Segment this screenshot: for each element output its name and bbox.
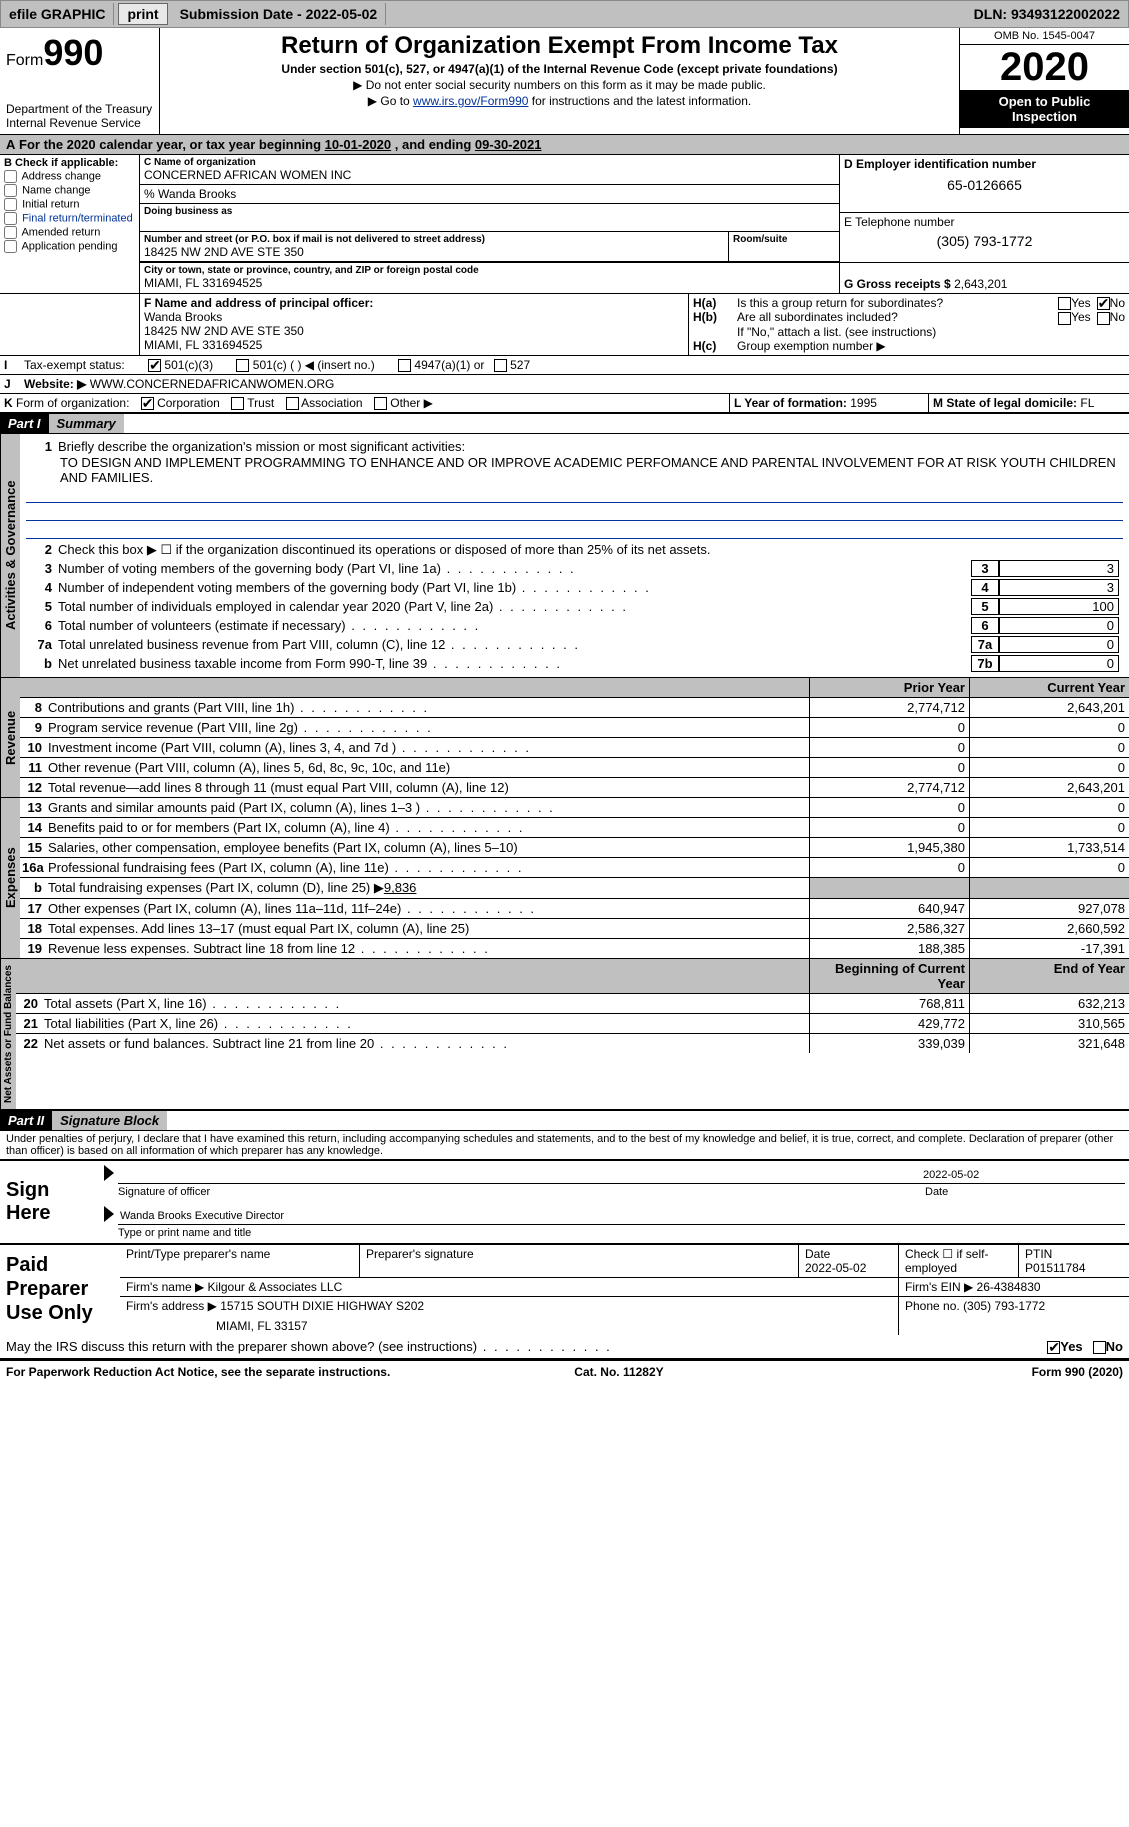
officer-printed-name: Wanda Brooks Executive Director [118,1208,1125,1225]
chk-final-return[interactable]: Final return/terminated [4,212,135,225]
goto-note: ▶ Go to www.irs.gov/Form990 for instruct… [166,94,953,108]
paid-preparer-block: Paid Preparer Use Only Print/Type prepar… [0,1243,1129,1335]
expenses-section: Expenses 13Grants and similar amounts pa… [0,797,1129,958]
sign-here-block: Sign Here 2022-05-02 Signature of office… [0,1159,1129,1243]
chk-amended[interactable]: Amended return [4,226,135,239]
org-name: CONCERNED AFRICAN WOMEN INC [144,168,835,182]
revenue-section: Revenue Prior YearCurrent Year 8Contribu… [0,678,1129,797]
officer-group-row: F Name and address of principal officer:… [0,294,1129,356]
arrow-icon [104,1165,114,1181]
page-footer: For Paperwork Reduction Act Notice, see … [0,1359,1129,1383]
chk-name-change[interactable]: Name change [4,184,135,197]
gov-section: Activities & Governance 1Briefly describ… [0,434,1129,678]
print-button[interactable]: print [118,3,167,25]
ptin: P01511784 [1025,1261,1086,1275]
officer-name: Wanda Brooks [144,310,222,324]
discuss-row: May the IRS discuss this return with the… [0,1335,1129,1359]
omb-number: OMB No. 1545-0047 [960,28,1129,45]
part1-header: Part ISummary [0,413,1129,434]
city-state-zip: MIAMI, FL 331694525 [144,276,835,290]
top-toolbar: efile GRAPHIC print Submission Date - 20… [0,0,1129,28]
entity-block: B Check if applicable: Address change Na… [0,155,1129,294]
chk-501c[interactable]: 501(c) ( ) ◀ (insert no.) [236,358,374,372]
right-info-col: D Employer identification number 65-0126… [839,155,1129,293]
tax-period-row: A For the 2020 calendar year, or tax yea… [0,135,1129,155]
irs-label: Internal Revenue Service [6,116,153,130]
firm-name: Kilgour & Associates LLC [208,1280,343,1294]
form-subtitle: Under section 501(c), 527, or 4947(a)(1)… [166,62,953,76]
chk-other[interactable]: Other ▶ [374,396,433,410]
hb-no[interactable]: No [1097,310,1125,324]
phone: (305) 793-1772 [844,233,1125,249]
street-address: 18425 NW 2ND AVE STE 350 [144,245,724,259]
chk-address-change[interactable]: Address change [4,170,135,183]
care-of: % Wanda Brooks [140,185,839,204]
open-inspection: Open to PublicInspection [960,90,1129,128]
tax-exempt-row: I Tax-exempt status: 501(c)(3) 501(c) ( … [0,356,1129,375]
discuss-no[interactable]: No [1093,1339,1123,1354]
chk-application-pending[interactable]: Application pending [4,240,135,253]
arrow-icon [104,1206,114,1222]
chk-assoc[interactable]: Association [286,396,363,410]
form-header: Form990 Department of the Treasury Inter… [0,28,1129,135]
ha-no[interactable]: No [1097,296,1125,310]
chk-initial-return[interactable]: Initial return [4,198,135,211]
ein: 65-0126665 [844,177,1125,193]
dept-treasury: Department of the Treasury [6,102,153,116]
irs-link[interactable]: www.irs.gov/Form990 [413,94,528,108]
chk-trust[interactable]: Trust [231,396,274,410]
box-b: B Check if applicable: Address change Na… [0,155,140,293]
chk-corp[interactable]: Corporation [141,396,220,410]
efile-label: efile GRAPHIC [1,3,114,25]
klm-row: K Form of organization: Corporation Trus… [0,394,1129,413]
mission-text: TO DESIGN AND IMPLEMENT PROGRAMMING TO E… [26,455,1123,485]
firm-ein: 26-4384830 [977,1280,1041,1294]
ha-yes[interactable]: Yes [1058,296,1091,310]
form-title: Return of Organization Exempt From Incom… [166,32,953,60]
chk-501c3[interactable]: 501(c)(3) [148,358,213,372]
chk-4947[interactable]: 4947(a)(1) or [398,358,484,372]
box-c: C Name of organization CONCERNED AFRICAN… [140,155,839,293]
hb-yes[interactable]: Yes [1058,310,1091,324]
dln: DLN: 93493122002022 [966,3,1128,25]
ssn-note: ▶ Do not enter social security numbers o… [166,78,953,92]
form-number: Form990 [6,32,153,74]
website: WWW.CONCERNEDAFRICANWOMEN.ORG [90,377,335,391]
submission-date: Submission Date - 2022-05-02 [172,3,387,25]
part2-header: Part IISignature Block [0,1110,1129,1131]
perjury-declaration: Under penalties of perjury, I declare th… [0,1131,1129,1159]
chk-527[interactable]: 527 [494,358,530,372]
gross-receipts: 2,643,201 [954,277,1007,291]
discuss-yes[interactable]: Yes [1047,1339,1082,1354]
website-row: J Website: ▶ WWW.CONCERNEDAFRICANWOMEN.O… [0,375,1129,394]
tax-year: 2020 [960,45,1129,90]
netassets-section: Net Assets or Fund Balances Beginning of… [0,958,1129,1110]
preparer-phone: (305) 793-1772 [963,1299,1045,1313]
